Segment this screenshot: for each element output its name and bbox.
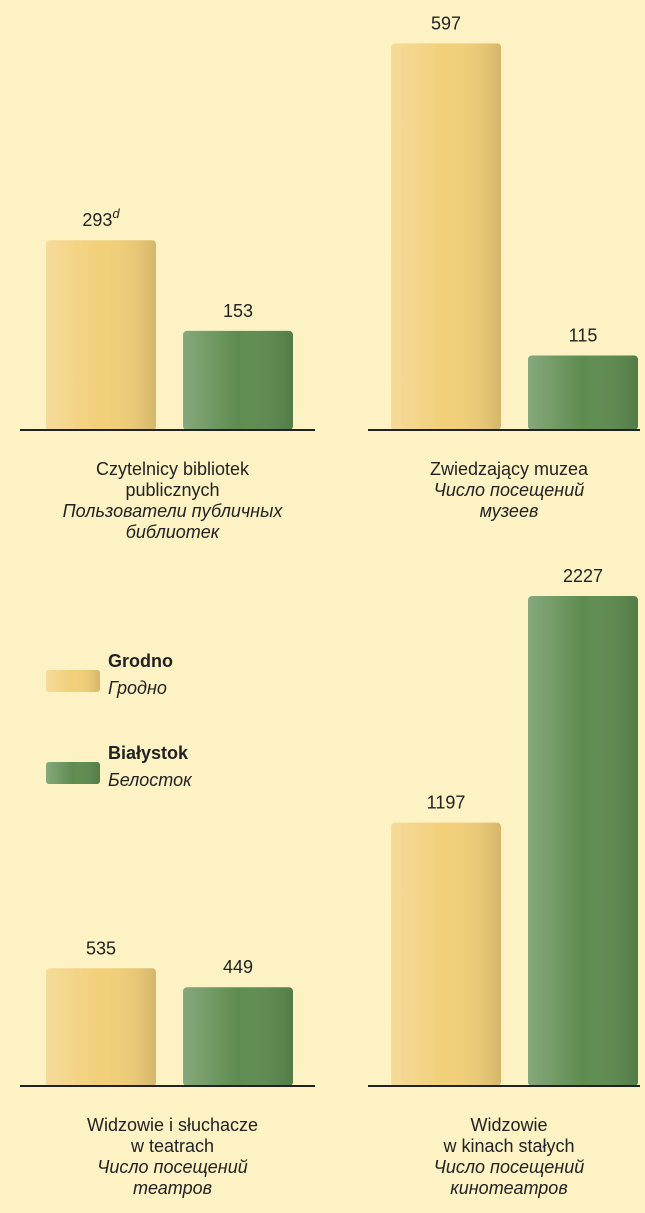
bar-shine	[391, 43, 501, 430]
bar-shine	[46, 968, 156, 1086]
value-label: 597	[431, 13, 461, 33]
value-note: d	[112, 206, 120, 221]
chart-title-ru: Число посещений	[97, 1157, 247, 1177]
chart-title: w teatrach	[130, 1136, 214, 1156]
legend-swatch-shine	[46, 762, 100, 784]
bar-shine	[183, 330, 293, 430]
value-text: 597	[431, 13, 461, 33]
value-text: 1197	[427, 793, 466, 813]
legend-swatch-shine	[46, 670, 100, 692]
chart-title-ru: Число посещений	[434, 1157, 584, 1177]
bar-shine	[183, 987, 293, 1086]
chart-title-ru: музеев	[480, 501, 539, 521]
value-label: 293d	[82, 206, 120, 230]
chart-title: Czytelnicy bibliotek	[96, 459, 250, 479]
value-label: 153	[223, 301, 253, 321]
chart-title: Zwiedzający muzea	[430, 459, 589, 479]
value-text: 2227	[563, 566, 603, 586]
chart-title-ru: Число посещений	[434, 480, 584, 500]
value-text: 535	[86, 938, 116, 958]
chart-title-ru: кинотеатров	[450, 1178, 567, 1198]
value-label: 535	[86, 938, 116, 958]
value-label: 115	[569, 326, 598, 346]
legend-label: Białystok	[108, 743, 189, 763]
value-text: 115	[569, 326, 598, 346]
bar-shine	[528, 596, 638, 1086]
bar-shine	[46, 240, 156, 430]
bar-shine	[391, 822, 501, 1086]
chart-title-ru: театров	[133, 1178, 212, 1198]
chart-title: w kinach stałych	[442, 1136, 574, 1156]
chart-title: Widzowie i słuchacze	[87, 1115, 258, 1135]
value-text: 449	[223, 957, 253, 977]
chart-title-ru: Пользователи публичных	[63, 501, 284, 521]
value-label: 1197	[427, 793, 466, 813]
bar-shine	[528, 355, 638, 430]
value-label: 449	[223, 957, 253, 977]
chart-title: Widzowie	[470, 1115, 547, 1135]
legend-label: Grodno	[108, 651, 173, 671]
chart-title: publicznych	[125, 480, 219, 500]
value-text: 293	[82, 210, 112, 230]
legend-label-ru: Гродно	[108, 678, 167, 698]
legend-label-ru: Белосток	[108, 770, 193, 790]
chart-title-ru: библиотек	[126, 522, 221, 542]
value-text: 153	[223, 301, 253, 321]
value-label: 2227	[563, 566, 603, 586]
